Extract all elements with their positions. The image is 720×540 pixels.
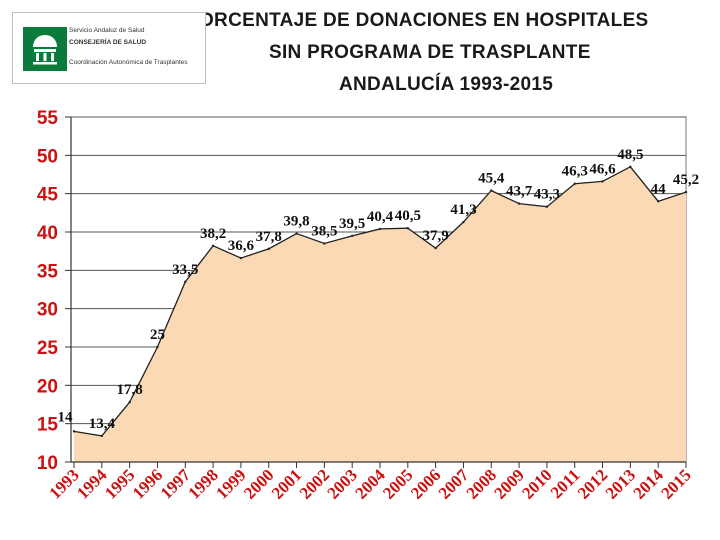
- data-label-2014: 44: [651, 181, 667, 197]
- data-label-2005: 40,5: [395, 208, 421, 224]
- data-point-2006: [434, 246, 437, 250]
- data-point-1998: [211, 244, 215, 247]
- data-label-2000: 37,8: [256, 229, 282, 245]
- data-point-2003: [350, 234, 354, 238]
- y-tick-label: 25: [37, 338, 59, 359]
- data-point-2001: [295, 232, 298, 235]
- data-point-2007: [462, 220, 465, 224]
- data-label-2008: 45,4: [478, 171, 505, 187]
- data-point-1994: [100, 434, 104, 438]
- data-label-2009: 43,7: [506, 184, 533, 200]
- chart-title: PORCENTAJE DE DONACIONES EN HOSPITALES S…: [0, 10, 720, 100]
- data-point-2002: [323, 242, 326, 245]
- data-label-2003: 39,5: [339, 216, 365, 232]
- data-label-1999: 36,6: [228, 238, 255, 254]
- data-point-2013: [629, 165, 632, 169]
- y-tick-label: 40: [37, 223, 58, 244]
- data-label-1993: 14: [58, 409, 74, 425]
- data-label-1997: 33,5: [172, 262, 198, 278]
- x-tick-label-2015: 2015: [657, 465, 694, 502]
- data-label-2015: 45,2: [673, 172, 699, 188]
- y-tick-label: 30: [37, 300, 58, 321]
- institution-logo: Servicio Andaluz de Salud CONSEJERÍA DE …: [12, 12, 206, 84]
- junta-emblem-icon: [23, 27, 67, 71]
- y-tick-label: 20: [37, 376, 58, 397]
- data-point-2000: [267, 247, 270, 251]
- data-point-1995: [128, 401, 131, 404]
- data-point-2004: [378, 227, 382, 231]
- y-tick-label: 10: [37, 453, 58, 474]
- data-label-1994: 13,4: [89, 416, 116, 432]
- data-point-2008: [490, 189, 493, 192]
- data-point-2012: [601, 180, 604, 183]
- data-label-2012: 46,6: [589, 161, 616, 177]
- data-label-2002: 38,5: [311, 224, 337, 240]
- data-point-1996: [156, 345, 159, 349]
- data-point-1999: [239, 256, 243, 260]
- data-label-2007: 41,3: [450, 202, 476, 218]
- data-label-1998: 38,2: [200, 226, 226, 242]
- data-label-2010: 43,3: [534, 187, 560, 203]
- data-label-1996: 25: [150, 327, 165, 343]
- data-point-1997: [184, 280, 187, 284]
- data-label-2001: 39,8: [283, 214, 309, 230]
- y-tick-label: 50: [37, 146, 58, 167]
- data-label-2006: 37,9: [423, 228, 449, 244]
- y-tick-label: 35: [37, 261, 59, 282]
- data-point-2010: [545, 205, 549, 208]
- data-point-2015: [684, 190, 688, 194]
- data-label-2013: 48,5: [617, 147, 643, 163]
- series-area: [74, 166, 686, 463]
- data-point-2005: [406, 226, 410, 230]
- data-label-2004: 40,4: [367, 209, 394, 225]
- title-line-1: PORCENTAJE DE DONACIONES EN HOSPITALES: [186, 10, 649, 31]
- data-point-2009: [517, 202, 521, 205]
- data-label-2011: 46,3: [562, 164, 588, 180]
- y-tick-label: 15: [37, 415, 59, 436]
- data-point-1993: [72, 430, 76, 433]
- y-tick-label: 45: [37, 185, 59, 206]
- data-label-1995: 17,8: [117, 382, 143, 398]
- title-line-3: ANDALUCÍA 1993-2015: [339, 74, 554, 95]
- data-point-2011: [573, 182, 576, 185]
- logo-line-3: Coordinación Autonómica de Trasplantes: [69, 59, 188, 66]
- title-line-2: SIN PROGRAMA DE TRASPLANTE: [269, 42, 591, 63]
- y-tick-label: 55: [37, 108, 59, 129]
- logo-line-2: CONSEJERÍA DE SALUD: [69, 39, 147, 46]
- x-tick-label-2011: 2011: [547, 465, 584, 502]
- data-point-2014: [656, 200, 660, 203]
- logo-line-1: Servicio Andaluz de Salud: [69, 27, 145, 34]
